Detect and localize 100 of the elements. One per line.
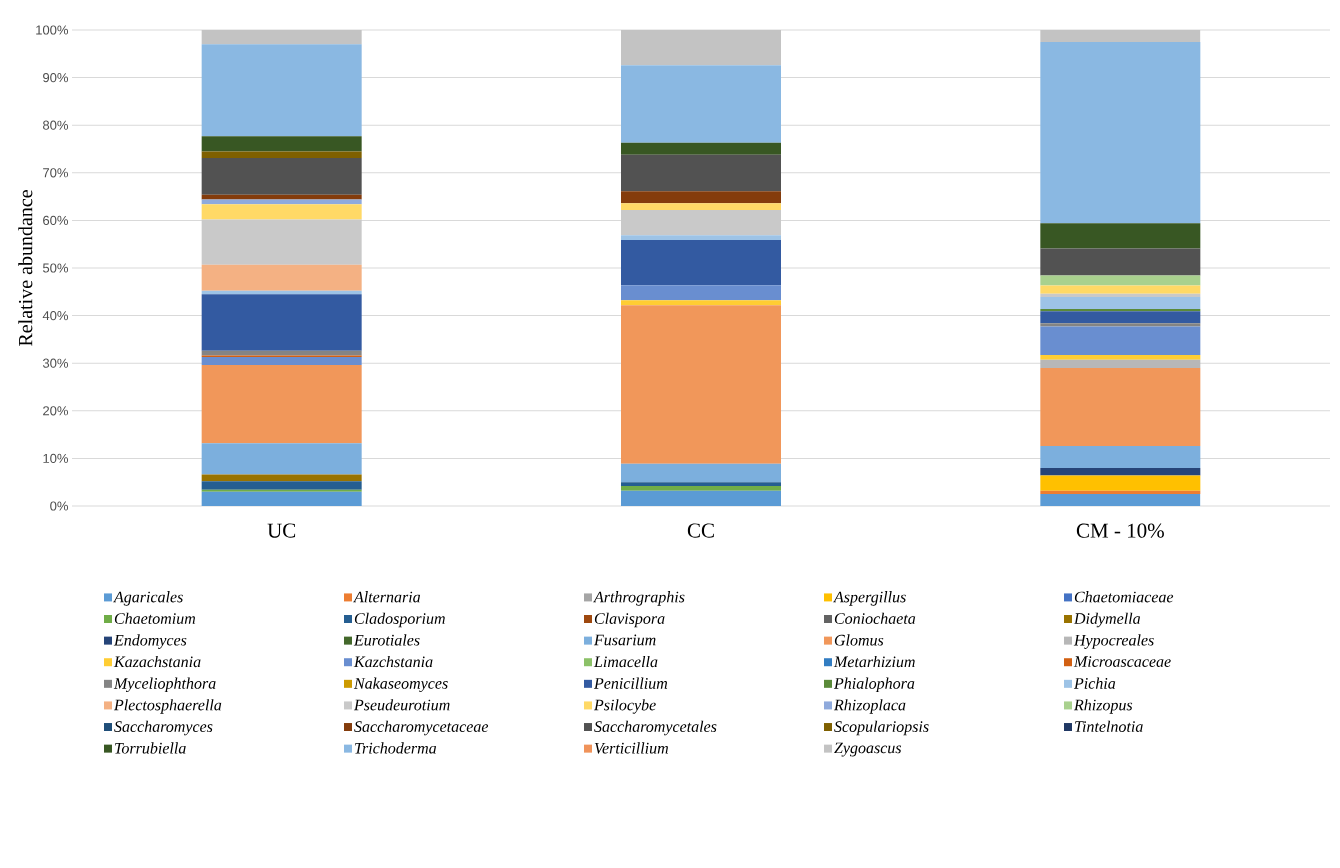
- legend-label: Trichoderma: [355, 742, 437, 754]
- bar: [621, 203, 781, 210]
- legend-label: Alternaria: [353, 591, 421, 603]
- legend-label: Eurotiales: [353, 634, 420, 646]
- bar: [201, 136, 362, 152]
- legend-label: Penicillium: [593, 677, 668, 689]
- legend-label: Myceliophthora: [113, 677, 216, 693]
- bar: [621, 300, 781, 306]
- bar: [201, 204, 362, 220]
- bar: [201, 151, 362, 159]
- bar: [201, 290, 362, 295]
- y-tick-label: 70%: [43, 168, 69, 178]
- bar: [621, 191, 781, 204]
- y-tick-label: 90%: [43, 72, 69, 83]
- legend-label: Pichia: [1073, 677, 1116, 689]
- bar: [1040, 297, 1201, 309]
- y-tick-label: 30%: [42, 358, 69, 368]
- bar: [621, 235, 781, 240]
- bar: [1040, 446, 1201, 468]
- bar: [1040, 311, 1201, 324]
- legend-label: Chaetomiaceae: [1074, 591, 1174, 603]
- bar: [201, 443, 362, 475]
- legend-label: Tintelnotia: [1075, 720, 1143, 732]
- bar: [201, 29, 362, 45]
- bar: [621, 486, 781, 491]
- bar: [201, 350, 362, 356]
- bar: [1040, 326, 1201, 356]
- y-tick-label: 40%: [42, 310, 69, 321]
- y-tick-label: 20%: [43, 406, 69, 416]
- bar: [621, 65, 781, 143]
- x-tick-label: UC: [267, 523, 296, 538]
- bar: [1040, 355, 1201, 360]
- legend-label: Glomus: [834, 634, 884, 646]
- y-axis-title: Relative abundance: [18, 190, 33, 346]
- bar: [201, 365, 362, 444]
- bar: [201, 199, 362, 205]
- bar: [621, 209, 781, 236]
- bar: [621, 285, 781, 301]
- legend-label: Torrubiella: [115, 742, 186, 754]
- legend-label: Nakaseomyces: [353, 677, 448, 693]
- bar: [1040, 41, 1201, 224]
- bar: [201, 357, 362, 366]
- bar: [201, 491, 362, 506]
- legend-label: Metarhizium: [833, 655, 915, 668]
- legend-label: Limacella: [593, 655, 658, 668]
- legend-label: Plectosphaerella: [113, 699, 222, 714]
- bar: [621, 142, 781, 155]
- legend-label: Saccharomycetales: [594, 720, 717, 736]
- bar: [1040, 29, 1201, 42]
- bar: [1040, 248, 1201, 276]
- legend-label: Didymella: [1073, 612, 1141, 628]
- bar: [201, 219, 362, 265]
- legend-label: Psilocybe: [593, 699, 656, 714]
- legend-label: Coniochaeta: [834, 612, 916, 624]
- legend-label: Rhizoplaca: [833, 699, 906, 714]
- bar: [1040, 275, 1201, 286]
- bar: [621, 305, 781, 464]
- bar: [1040, 359, 1201, 368]
- bar: [1040, 285, 1201, 294]
- legend-label: Kazchstania: [353, 655, 433, 668]
- legend-label: Aspergillus: [833, 591, 906, 606]
- legend-label: Clavispora: [594, 612, 665, 628]
- legend-label: Fusarium: [593, 634, 656, 646]
- y-tick-label: 60%: [43, 215, 69, 225]
- x-tick-label: CM - 10%: [1076, 523, 1164, 538]
- legend-label: Rhizopus: [1073, 699, 1133, 714]
- legend-label: Kazachstania: [113, 655, 201, 668]
- legend-label: Saccharomyces: [114, 720, 213, 736]
- bar: [201, 481, 362, 490]
- bar: [1040, 475, 1201, 491]
- bar: [201, 158, 362, 195]
- legend-label: Verticillium: [594, 742, 669, 754]
- bar: [1040, 293, 1201, 298]
- legend-label: Agaricales: [113, 591, 183, 606]
- bar: [201, 264, 362, 291]
- bar: [621, 463, 781, 483]
- legend-label: Pseudeurotium: [353, 699, 450, 711]
- legend-label: Scopulariopsis: [834, 720, 929, 736]
- legend-label: Saccharomycetaceae: [354, 720, 489, 736]
- bar: [201, 474, 362, 482]
- bar: [621, 154, 781, 192]
- bar: [1040, 223, 1201, 249]
- bar: [1040, 490, 1201, 495]
- legend-label: Zygoascus: [834, 742, 902, 757]
- bar: [201, 44, 362, 137]
- y-tick-label: 80%: [43, 120, 69, 130]
- legend-label: Arthrographis: [593, 591, 685, 606]
- legend-label: Chaetomium: [114, 612, 196, 625]
- bar: [621, 482, 781, 487]
- y-tick-label: 100%: [36, 25, 69, 35]
- legend-label: Hypocreales: [1073, 634, 1154, 649]
- bar: [621, 490, 781, 506]
- y-tick-label: 10%: [43, 453, 69, 463]
- bar: [1040, 367, 1201, 447]
- bar: [1040, 467, 1201, 476]
- bar: [621, 239, 781, 286]
- bar: [201, 294, 362, 351]
- bar: [1040, 494, 1201, 506]
- y-tick-label: 50%: [42, 263, 69, 273]
- legend-label: Cladosporium: [354, 612, 445, 628]
